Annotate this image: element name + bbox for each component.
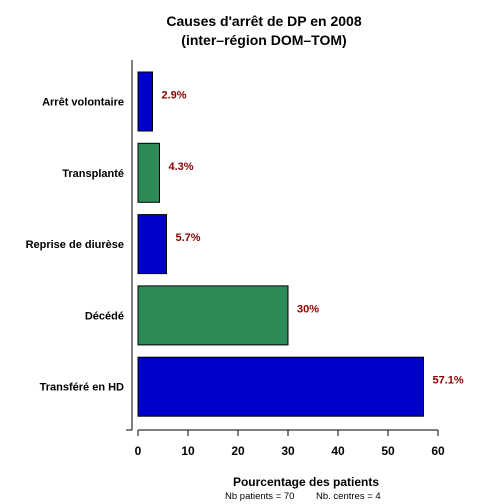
data-label: 5.7% xyxy=(176,232,201,244)
data-label: 4.3% xyxy=(169,161,194,173)
footer-patients: Nb patients = 70 xyxy=(225,491,294,502)
bar xyxy=(137,356,424,417)
x-tick-label: 60 xyxy=(431,444,445,458)
x-tick-label: 40 xyxy=(331,444,345,458)
data-label: 57.1% xyxy=(433,375,464,387)
x-tick-label: 50 xyxy=(381,444,395,458)
x-axis-label: Pourcentage des patients xyxy=(233,475,379,489)
bar xyxy=(137,285,289,346)
chart-subtitle: (inter–région DOM–TOM) xyxy=(181,32,346,48)
chart-title: Causes d'arrêt de DP en 2008 xyxy=(166,13,361,29)
category-label: Transplanté xyxy=(62,168,124,180)
x-tick-label: 10 xyxy=(181,444,195,458)
category-label: Transféré en HD xyxy=(40,382,124,394)
category-label: Décédé xyxy=(85,310,124,322)
data-label: 2.9% xyxy=(162,90,187,102)
x-tick-label: 30 xyxy=(281,444,295,458)
bar xyxy=(137,71,153,132)
bar xyxy=(137,214,167,275)
data-label: 30% xyxy=(297,303,319,315)
x-tick-label: 0 xyxy=(135,444,142,458)
bars-group: Arrêt volontaire 2.9% Transplanté 4.3% Repri… xyxy=(26,71,464,417)
axes-group: 0 10 20 30 40 50 60 xyxy=(126,60,445,458)
category-label: Reprise de diurèse xyxy=(26,239,124,251)
category-label: Arrêt volontaire xyxy=(42,97,124,109)
x-tick-label: 20 xyxy=(231,444,245,458)
bar xyxy=(137,142,160,203)
footer-centres: Nb. centres = 4 xyxy=(316,491,381,502)
